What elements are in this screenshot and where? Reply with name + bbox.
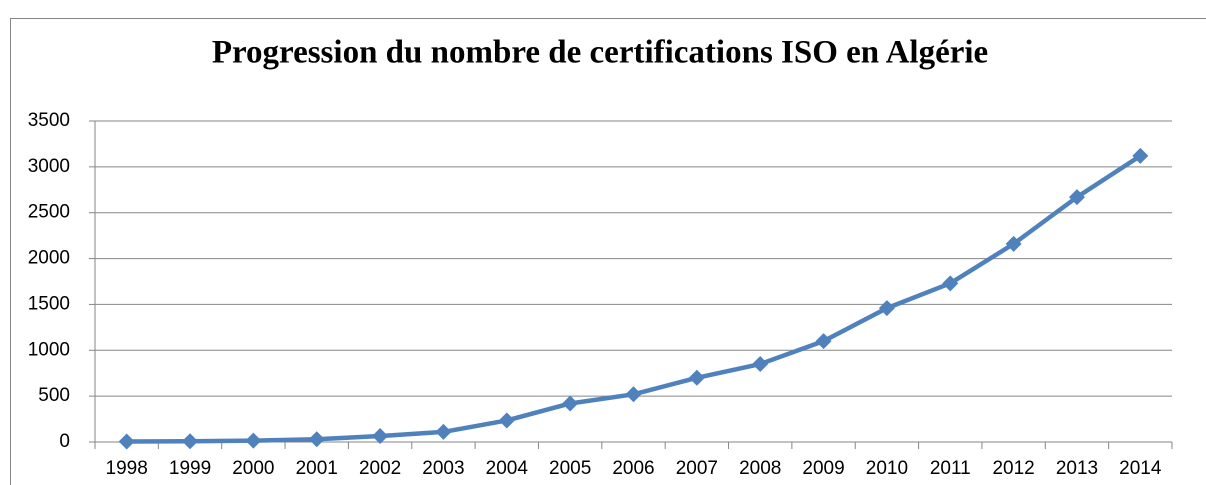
marker (815, 333, 832, 350)
x-tick-label: 2007 (676, 458, 718, 479)
x-tick-label: 2013 (1056, 458, 1098, 479)
y-tick-label: 1500 (28, 293, 70, 314)
marker (688, 369, 705, 386)
marker (498, 412, 515, 429)
marker (435, 423, 452, 440)
marker (1005, 235, 1022, 252)
marker (625, 386, 642, 403)
y-tick-label: 2500 (28, 202, 70, 223)
x-tick-label: 2003 (422, 458, 464, 479)
y-tick-label: 1000 (28, 339, 70, 360)
marker (1132, 147, 1149, 164)
marker (878, 300, 895, 317)
x-tick-label: 2008 (739, 458, 781, 479)
x-tick-label: 2009 (802, 458, 844, 479)
x-tick-label: 2004 (486, 458, 529, 479)
marker (942, 275, 959, 292)
marker (752, 356, 769, 373)
x-tick-label: 2010 (866, 458, 908, 479)
x-tick-label: 2000 (232, 458, 274, 479)
marker (562, 395, 579, 412)
marker (245, 432, 262, 449)
marker (372, 428, 389, 445)
y-tick-label: 2000 (28, 248, 70, 269)
marker (308, 431, 325, 448)
marker (182, 433, 199, 450)
x-tick-label: 2001 (296, 458, 338, 479)
marker (1068, 189, 1085, 206)
x-tick-label: 2005 (549, 458, 591, 479)
x-tick-label: 2012 (992, 458, 1034, 479)
y-tick-label: 500 (38, 385, 70, 406)
chart-title: Progression du nombre de certifications … (212, 35, 988, 71)
x-tick-label: 2006 (612, 458, 654, 479)
x-tick-label: 2011 (930, 458, 971, 479)
x-tick-label: 2002 (359, 458, 401, 479)
marker (118, 433, 135, 450)
x-tick-label: 1999 (169, 458, 211, 479)
y-tick-label: 3500 (28, 110, 70, 131)
x-tick-label: 1998 (106, 458, 148, 479)
chart-border (10, 18, 1206, 485)
y-tick-label: 0 (59, 431, 70, 452)
x-tick-label: 2014 (1119, 458, 1162, 479)
y-tick-label: 3000 (28, 156, 70, 177)
